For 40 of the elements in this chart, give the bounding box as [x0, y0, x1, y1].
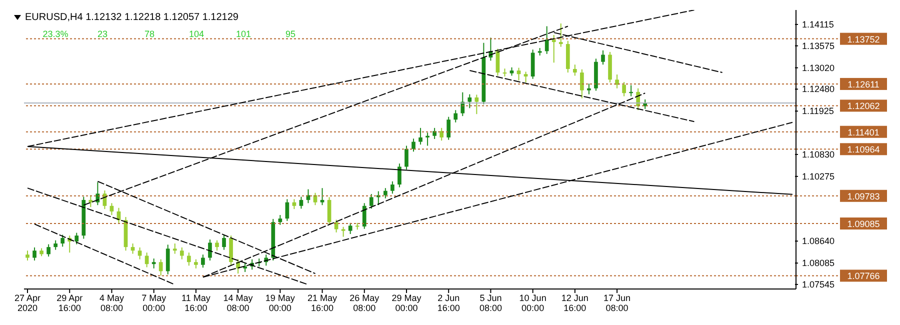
- y-tick-label: 1.08640: [802, 236, 835, 246]
- x-tick-label: 7 May 00:00: [142, 293, 167, 313]
- y-tick-label: 1.13575: [802, 40, 835, 51]
- y-tick-label: 1.10830: [802, 149, 835, 160]
- annotation: 95: [284, 29, 296, 39]
- x-tick-label: 2 Jun 16:00: [437, 293, 460, 313]
- annotation: 23: [96, 29, 108, 39]
- ref-line-label: 1.09783: [847, 191, 880, 202]
- chart-title: EURUSD,H4 1.12132 1.12218 1.12057 1.12129: [25, 12, 238, 23]
- x-tick-label: 21 May 16:00: [308, 293, 338, 313]
- x-tick-label: 4 May 08:00: [99, 293, 124, 313]
- annotation: 23.3%: [42, 29, 70, 39]
- x-tick-label: 12 Jun 16:00: [561, 293, 588, 313]
- annotation: 78: [143, 29, 156, 39]
- y-tick-label: 1.13020: [802, 62, 835, 73]
- ref-line-label: 1.10964: [847, 144, 880, 155]
- ref-line-label: 1.12062: [847, 101, 880, 112]
- ref-line-label: 1.09085: [847, 219, 880, 230]
- y-tick-label: 1.14115: [802, 19, 834, 30]
- x-tick-label: 27 Apr 2020: [14, 293, 41, 313]
- y-tick-label: 1.12480: [802, 84, 835, 94]
- x-tick-label: 10 Jun 00:00: [519, 293, 546, 313]
- ref-line-label: 1.11401: [848, 127, 880, 138]
- annotation: 101: [234, 29, 252, 39]
- x-tick-label: 19 May 00:00: [265, 293, 296, 313]
- ref-line-label: 1.07766: [847, 271, 880, 282]
- x-tick-label: 5 Jun 08:00: [479, 293, 502, 313]
- x-tick-label: 29 May 00:00: [392, 293, 422, 313]
- y-tick-label: 1.07545: [802, 279, 835, 290]
- x-tick-label: 29 Apr 16:00: [56, 293, 83, 313]
- annotation: 104: [188, 29, 206, 39]
- x-tick-label: 14 May 08:00: [223, 293, 254, 313]
- x-tick-label: 11 May 16:00: [182, 293, 211, 313]
- ref-line-label: 1.12611: [848, 79, 880, 90]
- x-tick-label: 17 Jun 08:00: [604, 293, 631, 313]
- y-tick-label: 1.08085: [802, 258, 835, 268]
- y-tick-label: 1.10275: [802, 171, 835, 182]
- ref-line-label: 1.13752: [847, 34, 880, 44]
- x-tick-label: 26 May 08:00: [350, 293, 380, 313]
- y-tick-label: 1.11925: [802, 106, 834, 116]
